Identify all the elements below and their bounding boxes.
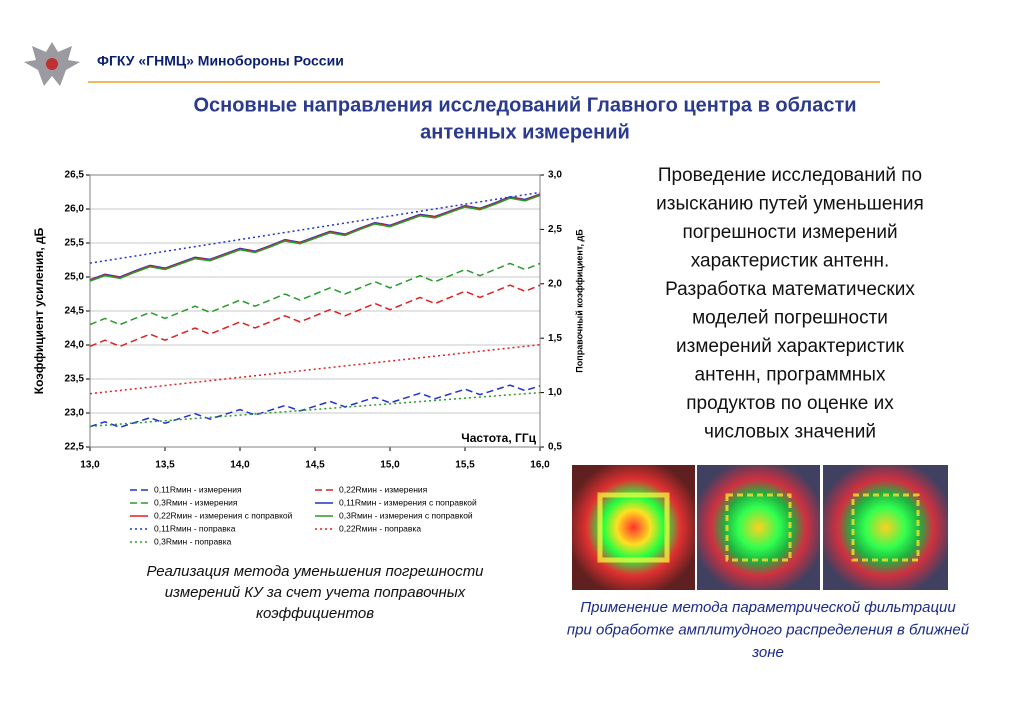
x-tick-label: 15,0 (380, 460, 400, 471)
x-axis-label: Частота, ГГц (461, 431, 536, 445)
heatmap-detail (725, 493, 792, 562)
legend-label: 0,11Rмин - поправка (154, 523, 236, 533)
series-line (89, 191, 541, 264)
series-line (89, 194, 541, 282)
y2-tick-label: 3,0 (548, 170, 562, 181)
series-line (89, 262, 541, 326)
legend-label: 0,3Rмин - поправка (154, 536, 232, 546)
legend-label: 0,22Rмин - измерения (339, 484, 428, 494)
legend-label: 0,22Rмин - поправка (339, 523, 421, 533)
y-tick-label: 26,0 (65, 204, 85, 215)
chart: 22,5 23,0 23,5 24,0 24,5 25,0 25,5 26,0 26,5 0,5 1… (32, 170, 584, 547)
image-caption: зоне (751, 644, 784, 661)
chart-caption: измерений КУ за счет учета поправочных (165, 584, 466, 601)
y-tick-label: 24,0 (65, 340, 85, 351)
emblem (24, 42, 80, 86)
body-text: изысканию путей уменьшения (656, 194, 924, 215)
y-tick-label: 24,5 (65, 306, 85, 317)
y2-tick-label: 1,0 (548, 387, 562, 398)
series-line (89, 343, 541, 395)
y-tick-label: 25,5 (65, 238, 85, 249)
legend-label: 0,22Rмин - измерения с поправкой (154, 510, 293, 520)
body-text: антенн, программных (695, 365, 886, 386)
series-line (89, 384, 541, 429)
legend-label: 0,11Rмин - измерения с поправкой (339, 497, 477, 507)
image-caption: Применение метода параметрической фильтр… (580, 599, 956, 616)
heatmap (697, 465, 820, 590)
body-text: моделей погрешности (692, 308, 888, 329)
heatmaps (572, 465, 948, 590)
heatmap-detail (851, 493, 920, 562)
x-tick-label: 13,0 (80, 460, 100, 471)
body-text: продуктов по оценке их (686, 393, 894, 414)
header-org: ФГКУ «ГНМЦ» Минобороны России (97, 53, 344, 69)
y-tick-label: 25,0 (65, 272, 85, 283)
y2-axis-label: Поправочный коэффициент, дБ (574, 229, 584, 373)
legend-label: 0,11Rмин - измерения (154, 484, 242, 494)
body-text: Проведение исследований по (658, 165, 922, 186)
legend-label: 0,3Rмин - измерения с поправкой (339, 510, 473, 520)
y-tick-label: 23,5 (65, 374, 85, 385)
y-tick-label: 23,0 (65, 408, 85, 419)
y2-tick-label: 2,0 (548, 278, 562, 289)
heatmap (572, 465, 695, 590)
x-tick-label: 13,5 (155, 460, 175, 471)
plot-frame (89, 174, 541, 448)
legend-label: 0,3Rмин - измерения (154, 497, 238, 507)
y2-tick-label: 1,5 (548, 333, 562, 344)
y-tick-label: 26,5 (65, 170, 85, 181)
chart-caption: Реализация метода уменьшения погрешности (146, 563, 484, 580)
x-tick-label: 16,0 (530, 460, 550, 471)
y-axis-label: Коэффициент усиления, дБ (32, 227, 46, 394)
slide-title: антенных измерений (420, 121, 630, 143)
body-text: Разработка математических (665, 279, 915, 300)
x-tick-label: 14,0 (230, 460, 250, 471)
heatmap (823, 465, 948, 590)
body-text: измерений характеристик (676, 336, 905, 357)
y2-tick-label: 0,5 (548, 442, 562, 453)
body-text: числовых значений (704, 422, 876, 443)
y2-tick-label: 2,5 (548, 224, 562, 235)
x-tick-label: 15,5 (455, 460, 475, 471)
x-tick-label: 14,5 (305, 460, 325, 471)
body-text: характеристик антенн. (691, 251, 890, 272)
body-text: погрешности измерений (682, 222, 897, 243)
y-tick-label: 22,5 (65, 442, 85, 453)
chart-caption: коэффициентов (256, 605, 374, 622)
heatmap-detail (597, 492, 670, 563)
image-caption: при обработке амплитудного распределения… (567, 621, 970, 638)
series-line (89, 391, 541, 428)
slide-title: Основные направления исследований Главно… (193, 94, 856, 116)
series-line (89, 284, 541, 348)
